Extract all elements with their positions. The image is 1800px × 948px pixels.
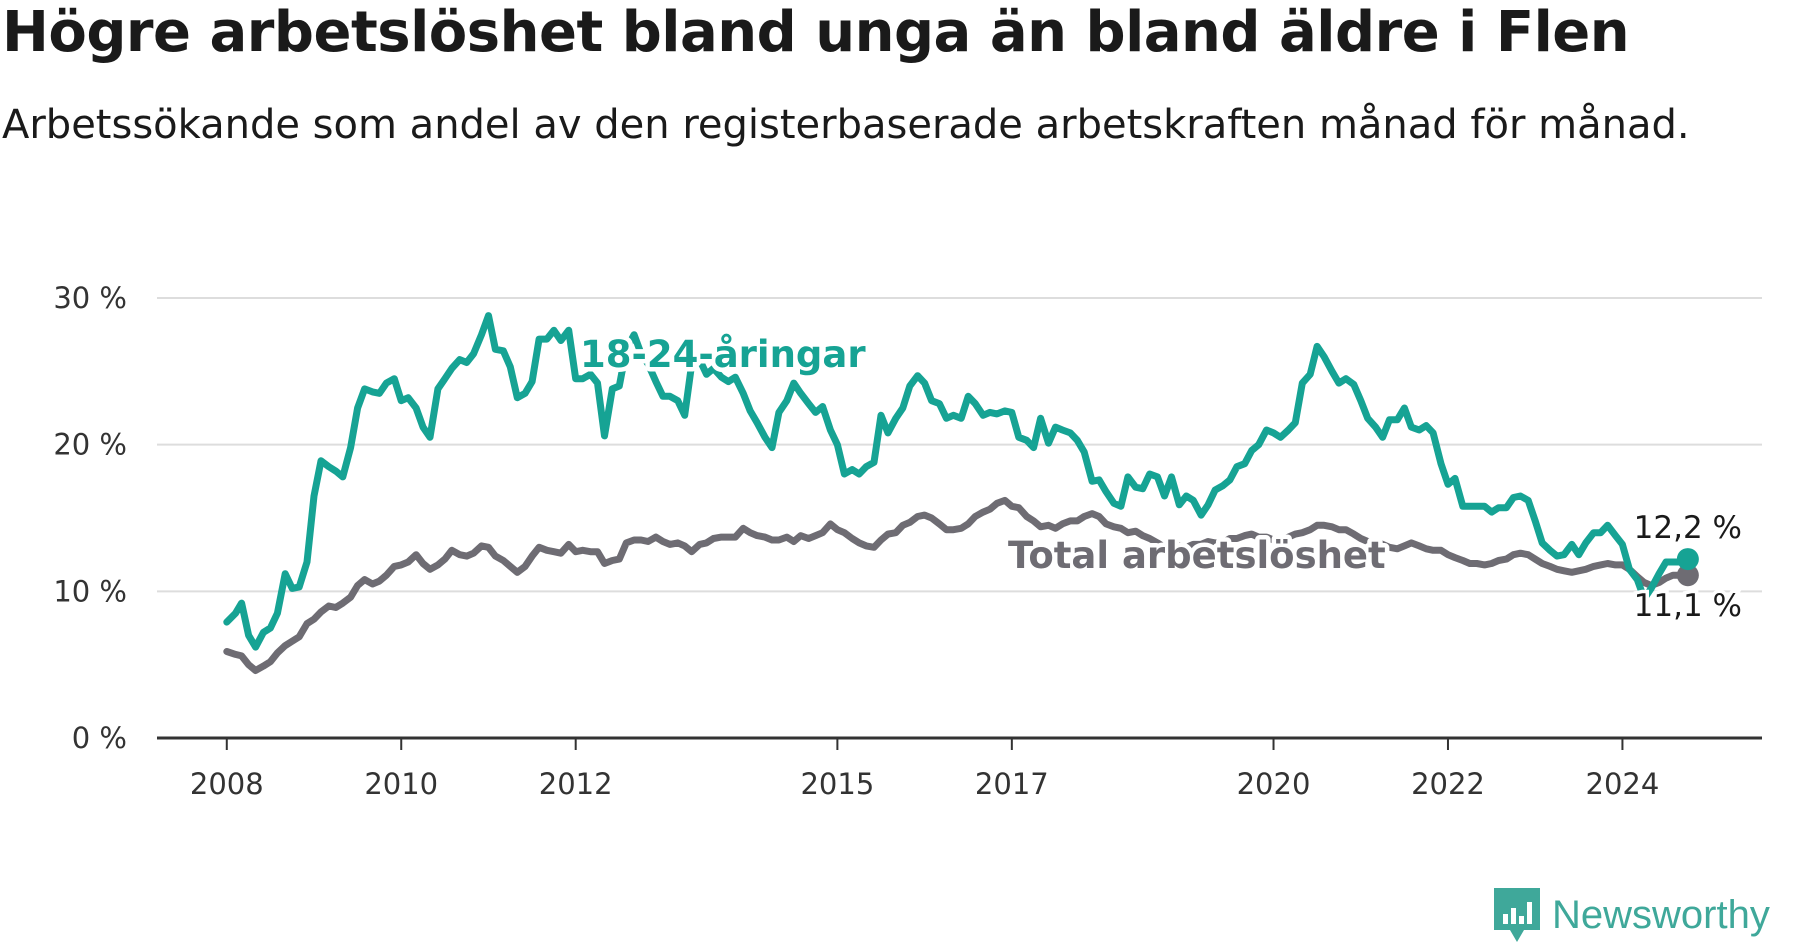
- y-tick-label: 10 %: [53, 574, 127, 608]
- y-tick-label: 20 %: [53, 428, 127, 462]
- x-tick-label: 2015: [800, 767, 874, 801]
- series-end-point-1: [1676, 564, 1699, 587]
- x-tick-label: 2008: [190, 767, 264, 801]
- chart-subtitle: Arbetssökande som andel av den registerb…: [2, 102, 1690, 148]
- series-label-total: Total arbetslöshet: [1008, 534, 1386, 577]
- y-tick-label: 0 %: [72, 721, 127, 755]
- newsworthy-logo-icon: [1494, 888, 1540, 942]
- x-tick-label: 2020: [1237, 767, 1311, 801]
- series-line-1: [223, 496, 1692, 674]
- y-tick-label: 30 %: [53, 281, 127, 315]
- x-tick-label: 2022: [1411, 767, 1485, 801]
- series-label-youth: 18-24-åringar: [580, 333, 866, 376]
- x-axis-ticks: 2008 2010 2012 2015 2017 2020 2022 2024: [190, 738, 1659, 801]
- series-labels: 18-24-åringar Total arbetslöshet 12,2 % 11,…: [576, 329, 1746, 628]
- chart-title: Högre arbetslöshet bland unga än bland ä…: [2, 0, 1630, 65]
- series-end-point-0: [1676, 548, 1699, 571]
- y-axis-ticks: 0 % 10 % 20 % 30 %: [53, 281, 127, 755]
- brand-logo: Newsworthy: [1494, 888, 1770, 942]
- x-tick-label: 2024: [1586, 767, 1660, 801]
- gridlines: [157, 297, 1762, 593]
- series-line-0: [223, 312, 1692, 651]
- x-tick-label: 2010: [364, 767, 438, 801]
- brand-name: Newsworthy: [1552, 892, 1770, 937]
- x-tick-label: 2017: [975, 767, 1049, 801]
- x-tick-label: 2012: [539, 767, 613, 801]
- series-lines: [223, 312, 1699, 674]
- end-label-total: 11,1 %: [1634, 588, 1742, 624]
- end-label-youth: 12,2 %: [1634, 510, 1742, 546]
